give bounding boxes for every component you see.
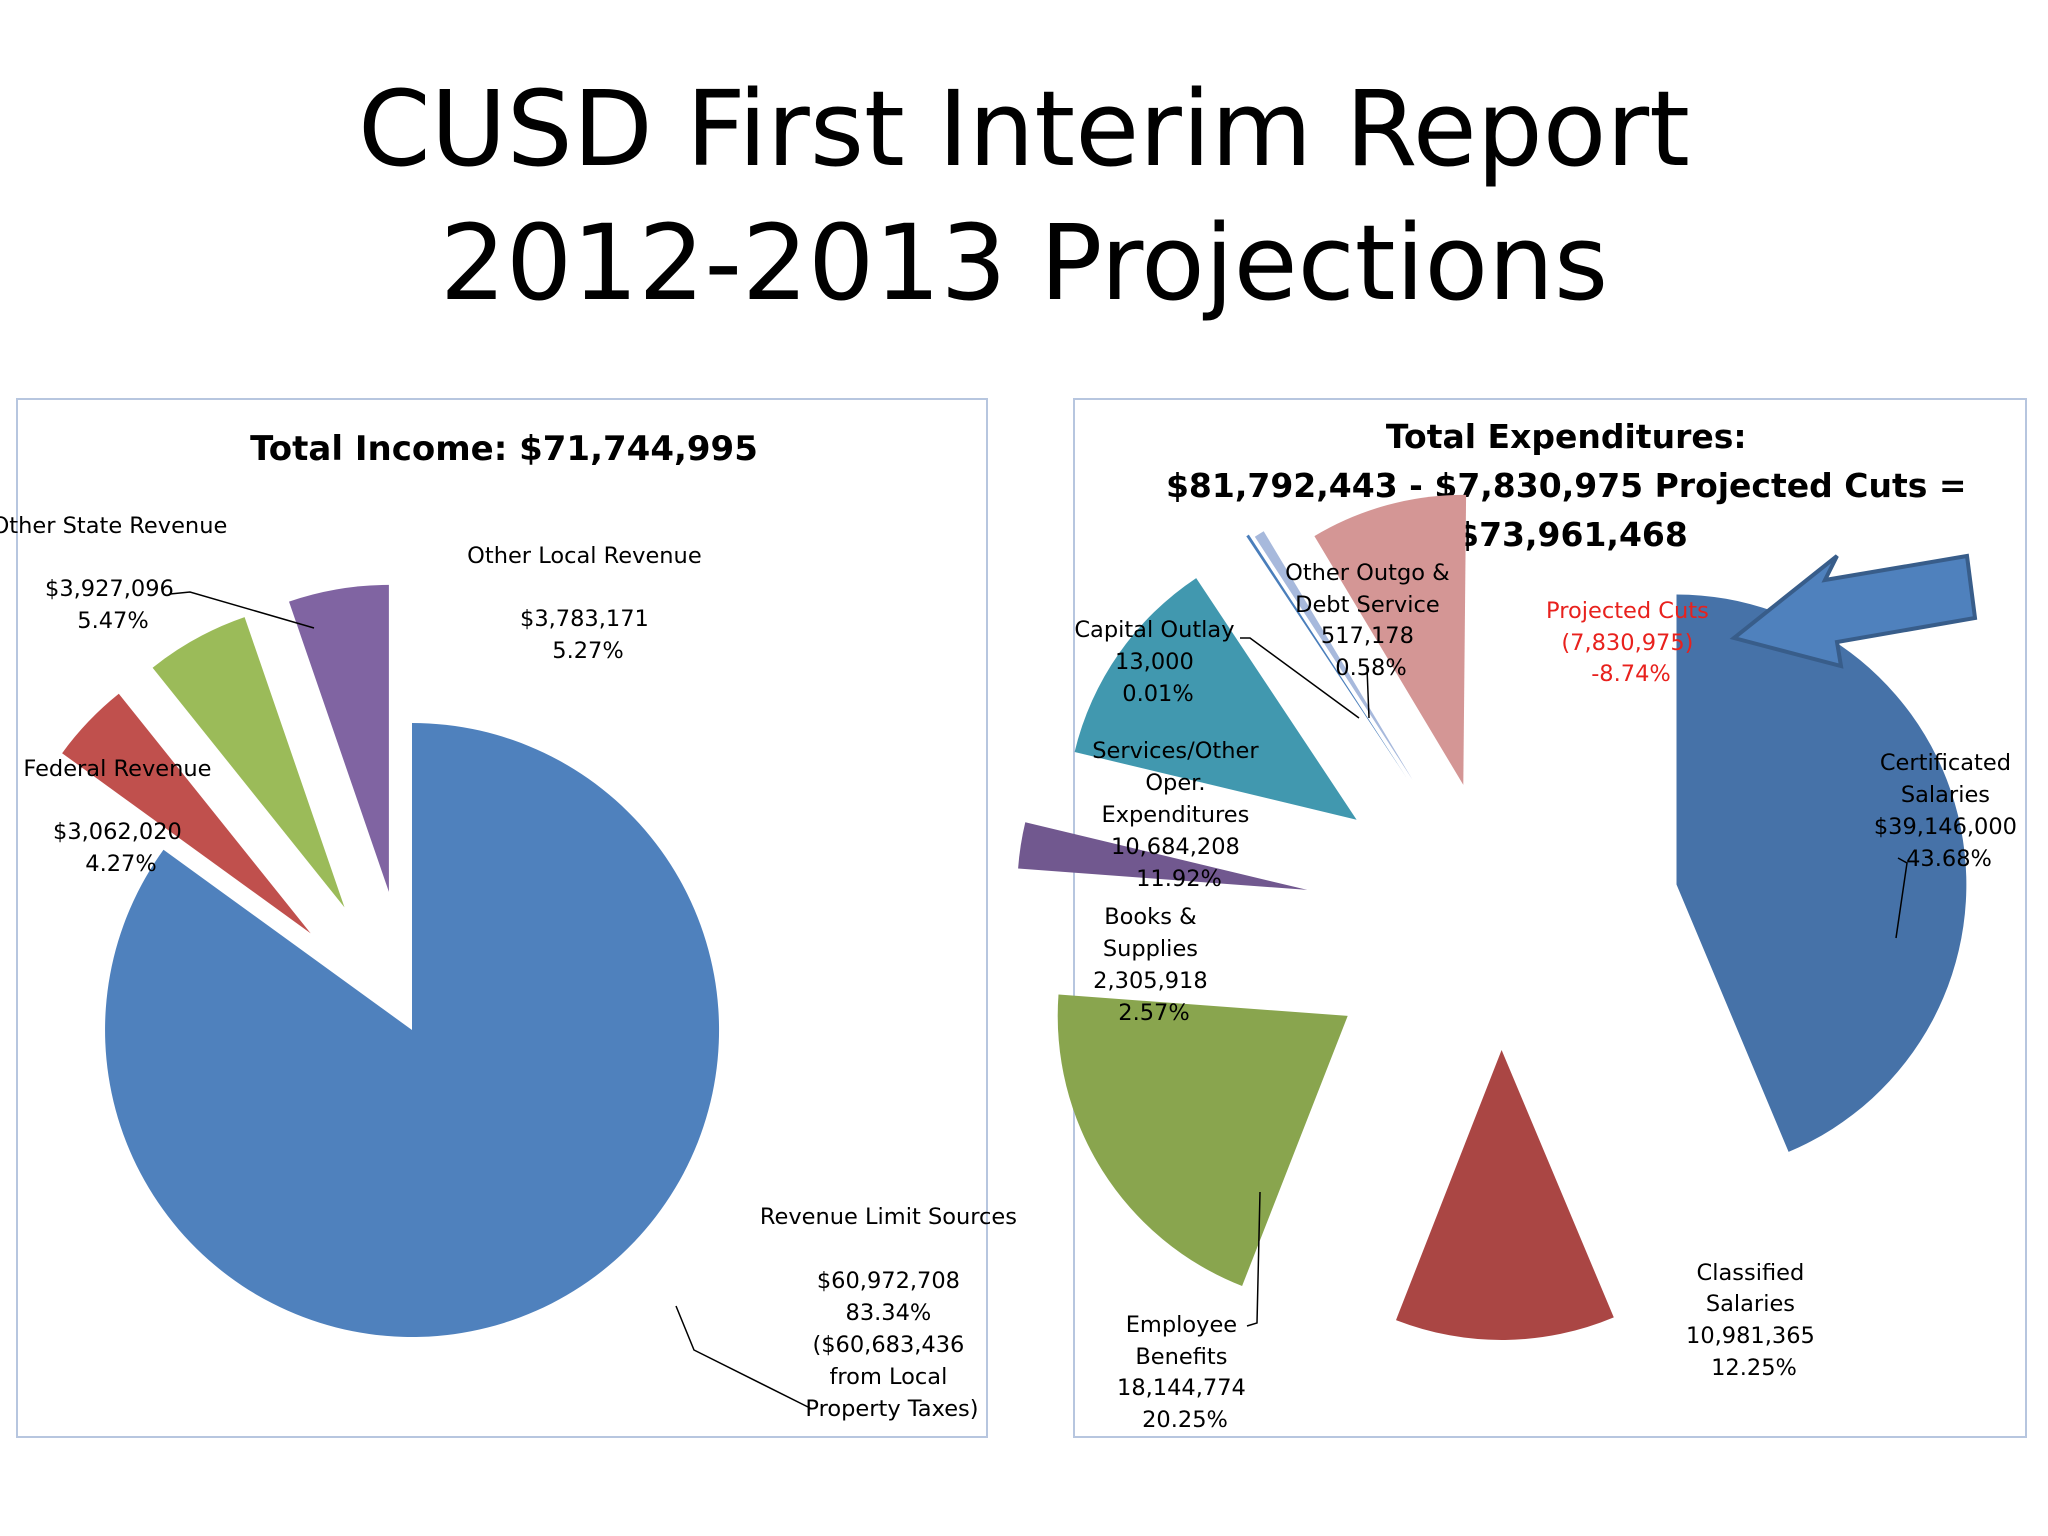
pie-slice-books-supplies: [1018, 822, 1308, 890]
label-federal-revenue: Federal Revenue $3,062,020 4.27%: [23, 756, 218, 877]
slide-title-line1: CUSD First Interim Report: [358, 68, 1690, 190]
slide-title: CUSD First Interim Report 2012-2013 Proj…: [0, 62, 2048, 330]
label-services-other-oper: Services/Other Oper. Expenditures 10,684…: [1092, 738, 1266, 892]
label-certificated-salaries: Certificated Salaries $39,146,000 43.68%: [1874, 750, 2024, 872]
expenditure-chart-title: Total Expenditures: $81,792,443 - $7,830…: [1166, 417, 1978, 554]
leader-line-employee-benefits: [1246, 1191, 1261, 1327]
label-other-outgo-debt-service: Other Outgo & Debt Service 517,178 0.58%: [1285, 560, 1457, 681]
pie-slice-other-outgo-debt-service: [1254, 531, 1413, 780]
expenditure-pie-chart: Total Expenditures: $81,792,443 - $7,830…: [1018, 417, 2024, 1433]
label-other-local-revenue: Other Local Revenue $3,783,171 5.27%: [467, 543, 709, 664]
pie-slice-certificated-salaries: [1676, 594, 1967, 1152]
pie-slice-capital-outlay: [1246, 534, 1407, 778]
pie-slice-employee-benefits: [1057, 994, 1348, 1286]
leader-line-revenue-limit: [675, 1305, 813, 1410]
pie-slice-services-other-oper: [1074, 578, 1357, 820]
leader-line-capital-outlay: [1240, 637, 1360, 719]
label-employee-benefits: Employee Benefits 18,144,774 20.25%: [1117, 1312, 1253, 1433]
income-chart-title: Total Income: $71,744,995: [250, 429, 758, 469]
pie-slice-revenue-limit-sources: [105, 723, 720, 1337]
leader-line-certificated: [1895, 857, 1908, 939]
arrow-icon: [1729, 553, 1978, 669]
income-chart-panel: Total Income: $71,744,995 Other State Re…: [0, 398, 1017, 1438]
leader-line-other-state: [169, 591, 315, 629]
pie-slice-projected-cuts: [1314, 494, 1467, 785]
pie-slice-classified-salaries: [1396, 1050, 1614, 1340]
leader-line-other-outgo: [1366, 667, 1370, 719]
label-capital-outlay: Capital Outlay 13,000 0.01%: [1074, 617, 1241, 707]
slide-title-line2: 2012-2013 Projections: [439, 202, 1609, 324]
pie-slice-other-local-revenue: [289, 584, 389, 892]
expenditure-chart-panel: Total Expenditures: $81,792,443 - $7,830…: [1018, 398, 2027, 1438]
label-projected-cuts: Projected Cuts (7,830,975) -8.74%: [1546, 598, 1716, 687]
label-other-state-revenue: Other State Revenue $3,927,096 5.47%: [0, 513, 234, 634]
label-classified-salaries: Classified Salaries 10,981,365 12.25%: [1686, 1260, 1822, 1381]
label-revenue-limit-sources: Revenue Limit Sources $60,972,708 83.34%…: [760, 1204, 1024, 1422]
income-pie-chart: Total Income: $71,744,995 Other State Re…: [0, 429, 1017, 1422]
pie-slice-other-state-revenue: [152, 617, 345, 908]
pie-slice-federal-revenue: [62, 693, 311, 934]
label-books-supplies: Books & Supplies 2,305,918 2.57%: [1093, 904, 1215, 1026]
